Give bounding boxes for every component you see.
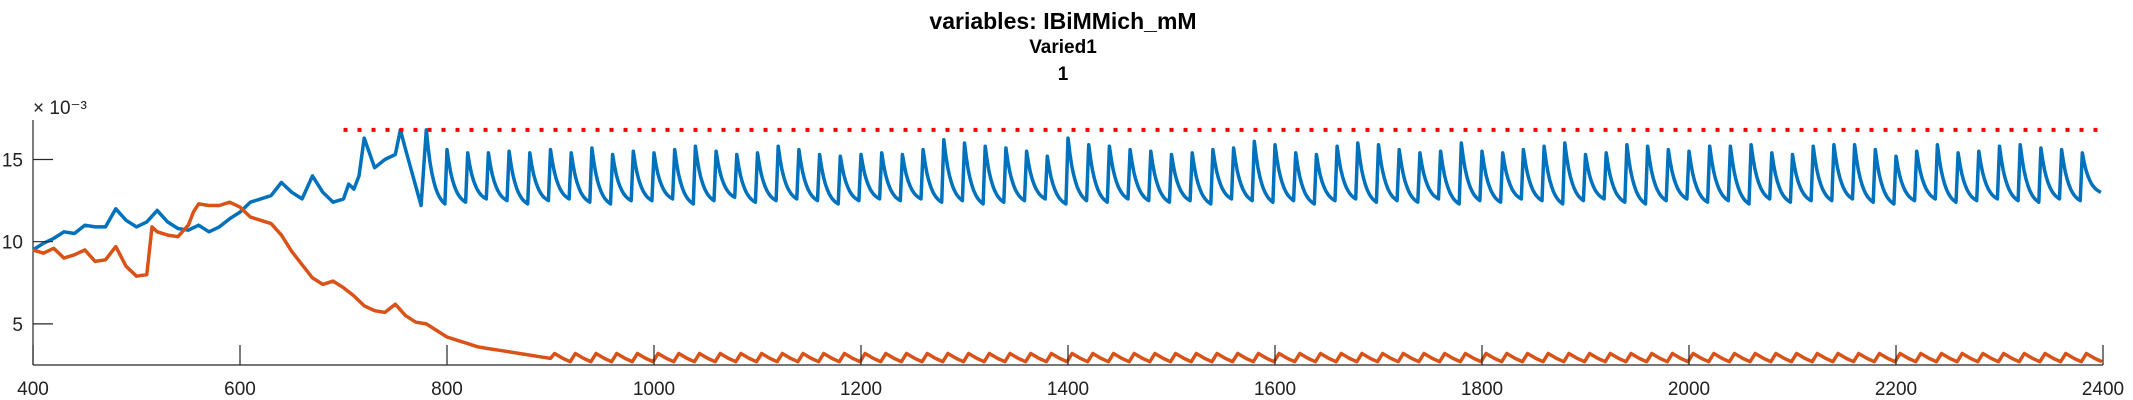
- series-layer: [32, 127, 2103, 364]
- x-tick-label: 1000: [633, 379, 675, 400]
- x-tick-label: 1200: [840, 379, 882, 400]
- x-tick-label: 800: [431, 379, 463, 400]
- x-tick-label: 600: [224, 379, 256, 400]
- chart-title: variables: IBiMMich_mM: [929, 8, 1196, 34]
- series-line-2: [32, 200, 2103, 364]
- x-tick-label: 1800: [1461, 379, 1503, 400]
- y-tick-label: 10: [2, 233, 23, 254]
- x-tick-label: 1400: [1047, 379, 1089, 400]
- y-tick-label: 5: [12, 315, 23, 336]
- chart-subtitle: Varied1: [1029, 37, 1097, 58]
- x-tick-label: 2000: [1668, 379, 1710, 400]
- x-tick-label: 2200: [1875, 379, 1917, 400]
- x-tick-label: 1600: [1254, 379, 1296, 400]
- ticks-layer: 400 600 800 1000 1200 1400 1600 1800 2000 2200 240…: [2, 150, 2124, 400]
- chart-subtitle-2: 1: [1058, 64, 1069, 85]
- x-tick-label: 400: [17, 379, 49, 400]
- y-exponent-label: × 10⁻³: [33, 98, 87, 119]
- y-tick-label: 15: [2, 150, 23, 171]
- x-tick-label: 2400: [2082, 379, 2124, 400]
- series-line-1: [32, 128, 2102, 252]
